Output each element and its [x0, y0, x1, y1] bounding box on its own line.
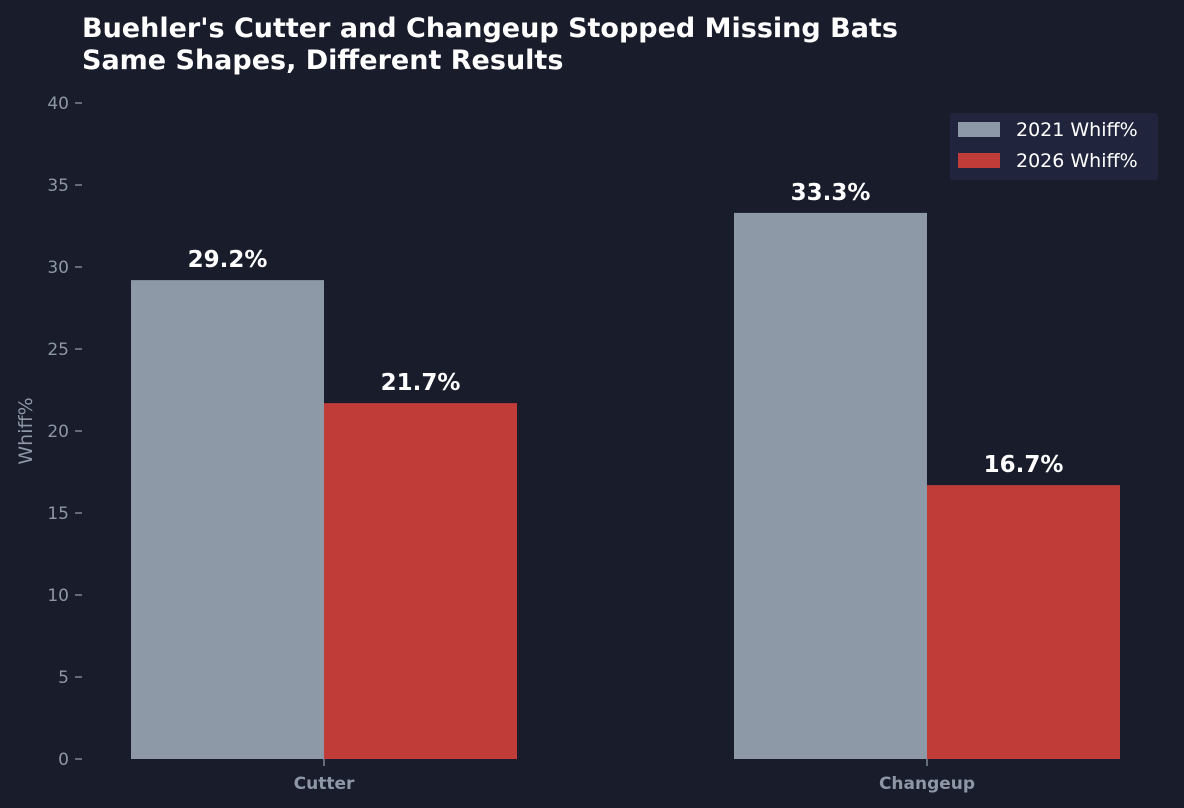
bar-cutter-2021 [131, 280, 324, 759]
x-tick-label: Changeup [879, 774, 975, 794]
bar-changeup-2026 [927, 485, 1120, 759]
data-label: 16.7% [984, 452, 1064, 478]
y-tick-label: 30 [47, 258, 69, 278]
legend-label: 2026 Whiff% [1016, 150, 1138, 172]
bars-group: 29.2% 21.7% 33.3% 16.7% [131, 180, 1120, 759]
x-axis: Cutter Changeup [294, 759, 975, 794]
y-tick-label: 5 [58, 668, 69, 688]
x-tick-label: Cutter [294, 774, 355, 794]
y-tick-label: 25 [47, 340, 69, 360]
chart-title: Buehler's Cutter and Changeup Stopped Mi… [82, 13, 898, 44]
legend-label: 2021 Whiff% [1016, 119, 1138, 141]
bar-changeup-2021 [734, 212, 927, 759]
y-tick-label: 20 [47, 422, 69, 442]
y-tick-label: 40 [47, 94, 69, 114]
data-label: 33.3% [791, 180, 871, 206]
data-label: 21.7% [381, 370, 461, 396]
legend: 2021 Whiff% 2026 Whiff% [950, 113, 1158, 180]
y-tick-label: 10 [47, 586, 69, 606]
legend-swatch [958, 153, 1000, 168]
y-axis-label: Whiff% [15, 397, 37, 464]
legend-box [950, 113, 1158, 180]
data-label: 29.2% [188, 247, 268, 273]
y-tick-label: 35 [47, 176, 69, 196]
bar-cutter-2026 [324, 403, 517, 759]
y-axis: 0 5 10 15 20 25 30 35 40 [47, 94, 82, 770]
y-tick-label: 0 [58, 750, 69, 770]
chart-subtitle: Same Shapes, Different Results [82, 45, 563, 76]
legend-swatch [958, 122, 1000, 137]
y-tick-label: 15 [47, 504, 69, 524]
